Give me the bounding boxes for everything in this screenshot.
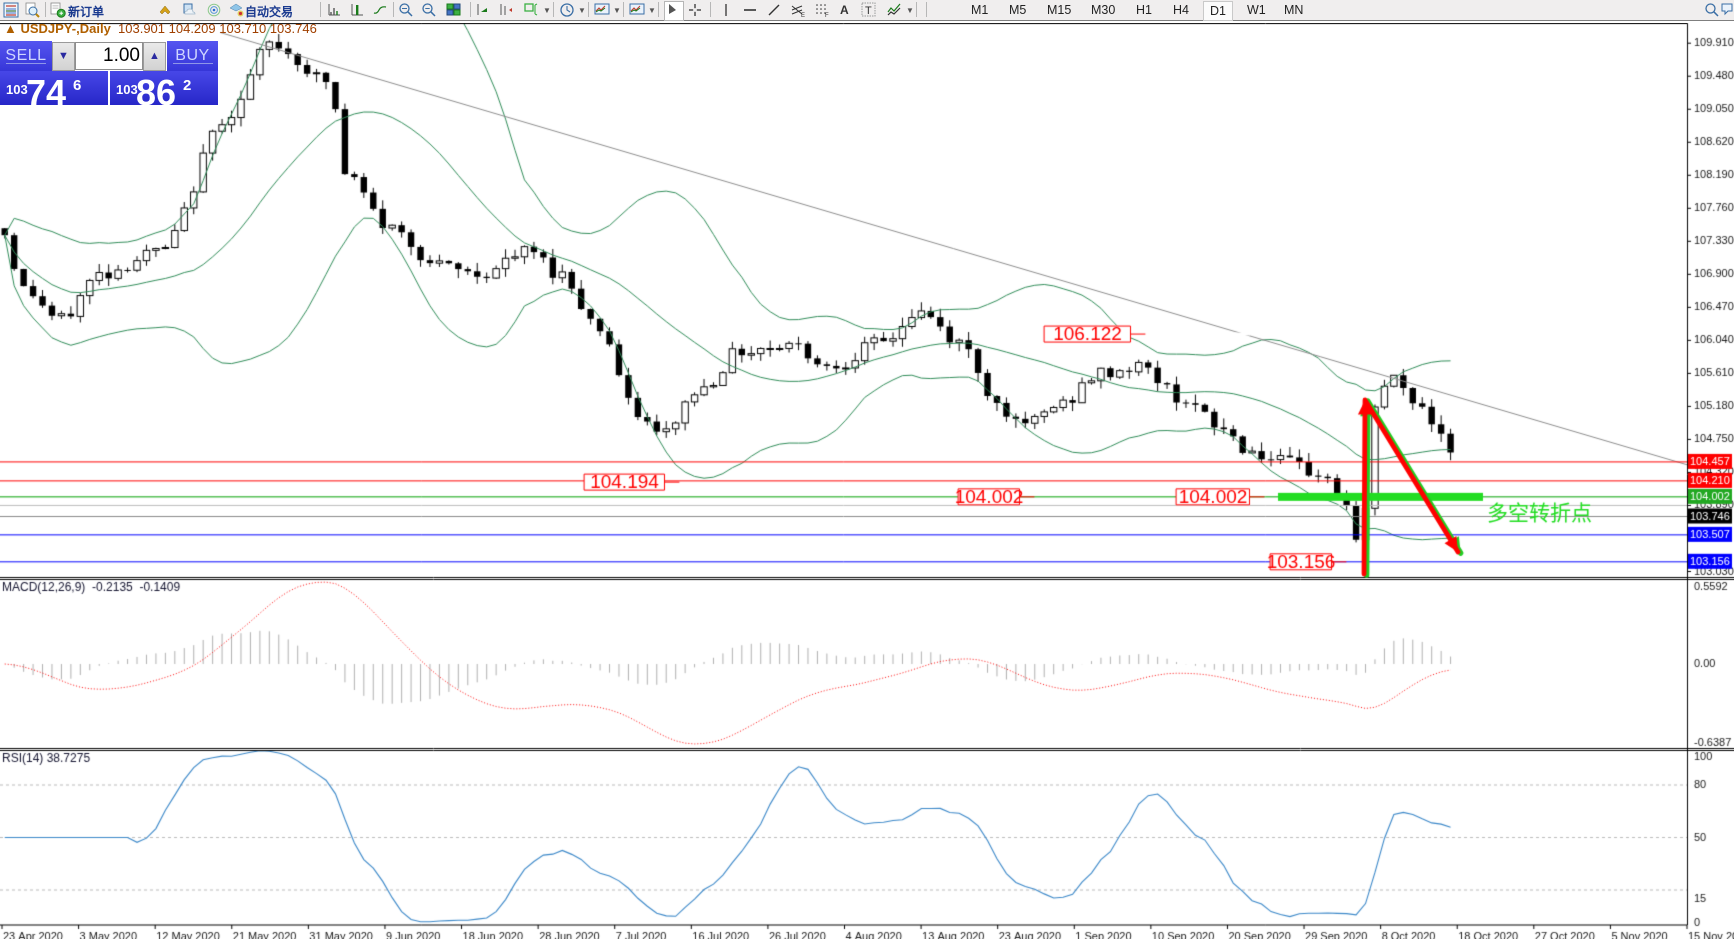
svg-text:F: F (825, 13, 829, 18)
svg-text:A: A (840, 3, 849, 17)
svg-text:T: T (865, 5, 872, 17)
svg-text:E: E (801, 13, 805, 18)
